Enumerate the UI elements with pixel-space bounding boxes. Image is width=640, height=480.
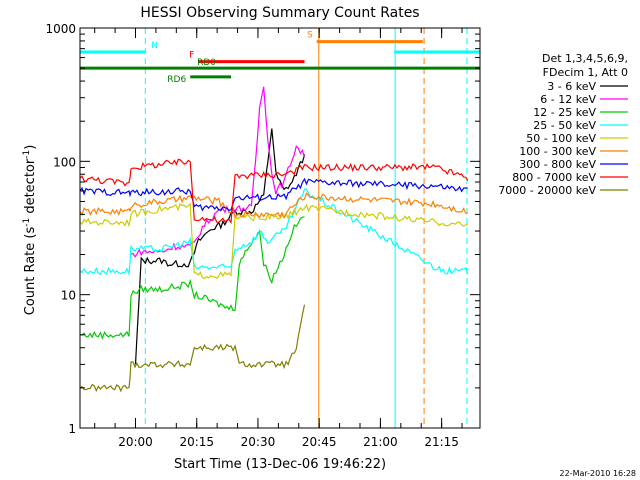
series-line	[79, 188, 469, 276]
x-tick-label: 20:15	[179, 435, 214, 449]
legend-label: 7000 - 20000 keV	[498, 184, 596, 197]
legend-label: 300 - 800 keV	[519, 158, 596, 171]
series-line	[79, 304, 306, 393]
x-tick-label: 20:30	[241, 435, 276, 449]
y-axis-label-sup2: -1	[22, 150, 32, 159]
x-axis-label: Start Time (13-Dec-06 19:46:22)	[174, 457, 386, 472]
legend-label: 6 - 12 keV	[540, 93, 596, 106]
legend-label: 800 - 7000 keV	[512, 171, 596, 184]
legend-header-line2: FDecim 1, Att 0	[543, 66, 628, 79]
y-axis-label-main: Count Rate (s	[23, 227, 38, 316]
x-tick-label: 20:00	[118, 435, 153, 449]
y-tick-label: 1000	[45, 22, 76, 36]
flag-label-rd0: RD0	[197, 58, 216, 68]
y-tick-label: 10	[61, 289, 76, 303]
legend-header-line1: Det 1,3,4,5,6,9,	[542, 52, 628, 65]
chart-title: HESSI Observing Summary Count Rates	[140, 5, 419, 21]
footer-timestamp: 22-Mar-2010 16:28	[560, 469, 637, 478]
legend-label: 12 - 25 keV	[533, 106, 596, 119]
x-tick-label: 21:15	[424, 435, 459, 449]
legend: Det 1,3,4,5,6,9, FDecim 1, Att 0 3 - 6 k…	[498, 52, 628, 197]
legend-label: 3 - 6 keV	[547, 80, 596, 93]
x-tick-label: 21:00	[363, 435, 398, 449]
legend-label: 100 - 300 keV	[519, 145, 596, 158]
legend-label: 50 - 100 keV	[526, 132, 596, 145]
series-line	[79, 202, 468, 279]
legend-label: 25 - 50 keV	[533, 119, 596, 132]
y-axis-label-end: )	[23, 145, 38, 150]
plot-frame	[79, 27, 481, 429]
vertical-markers	[144, 28, 468, 428]
flag-label-n: N	[151, 41, 158, 51]
y-axis-label-sup1: -1	[22, 218, 32, 227]
series-line	[79, 158, 469, 225]
series-lines	[79, 86, 469, 393]
y-tick-label: 1	[68, 422, 76, 436]
axes: 1 10 100 1000 20:00 20:15 20:30 20:45 21:00 21:15	[45, 22, 481, 449]
series-line	[129, 86, 306, 258]
y-tick-label: 100	[53, 155, 76, 169]
y-axis-label-mid: detector	[23, 158, 38, 218]
flag-label-rd6: RD6	[167, 75, 186, 85]
x-tick-label: 20:45	[302, 435, 337, 449]
series-line	[79, 216, 305, 340]
series-line	[134, 128, 306, 365]
series-line	[79, 177, 468, 212]
flag-label-s: S	[307, 31, 313, 41]
series-line	[79, 192, 468, 219]
y-axis-label: Count Rate (s-1 detector-1)	[22, 145, 38, 316]
flag-label-f: F	[189, 51, 194, 61]
